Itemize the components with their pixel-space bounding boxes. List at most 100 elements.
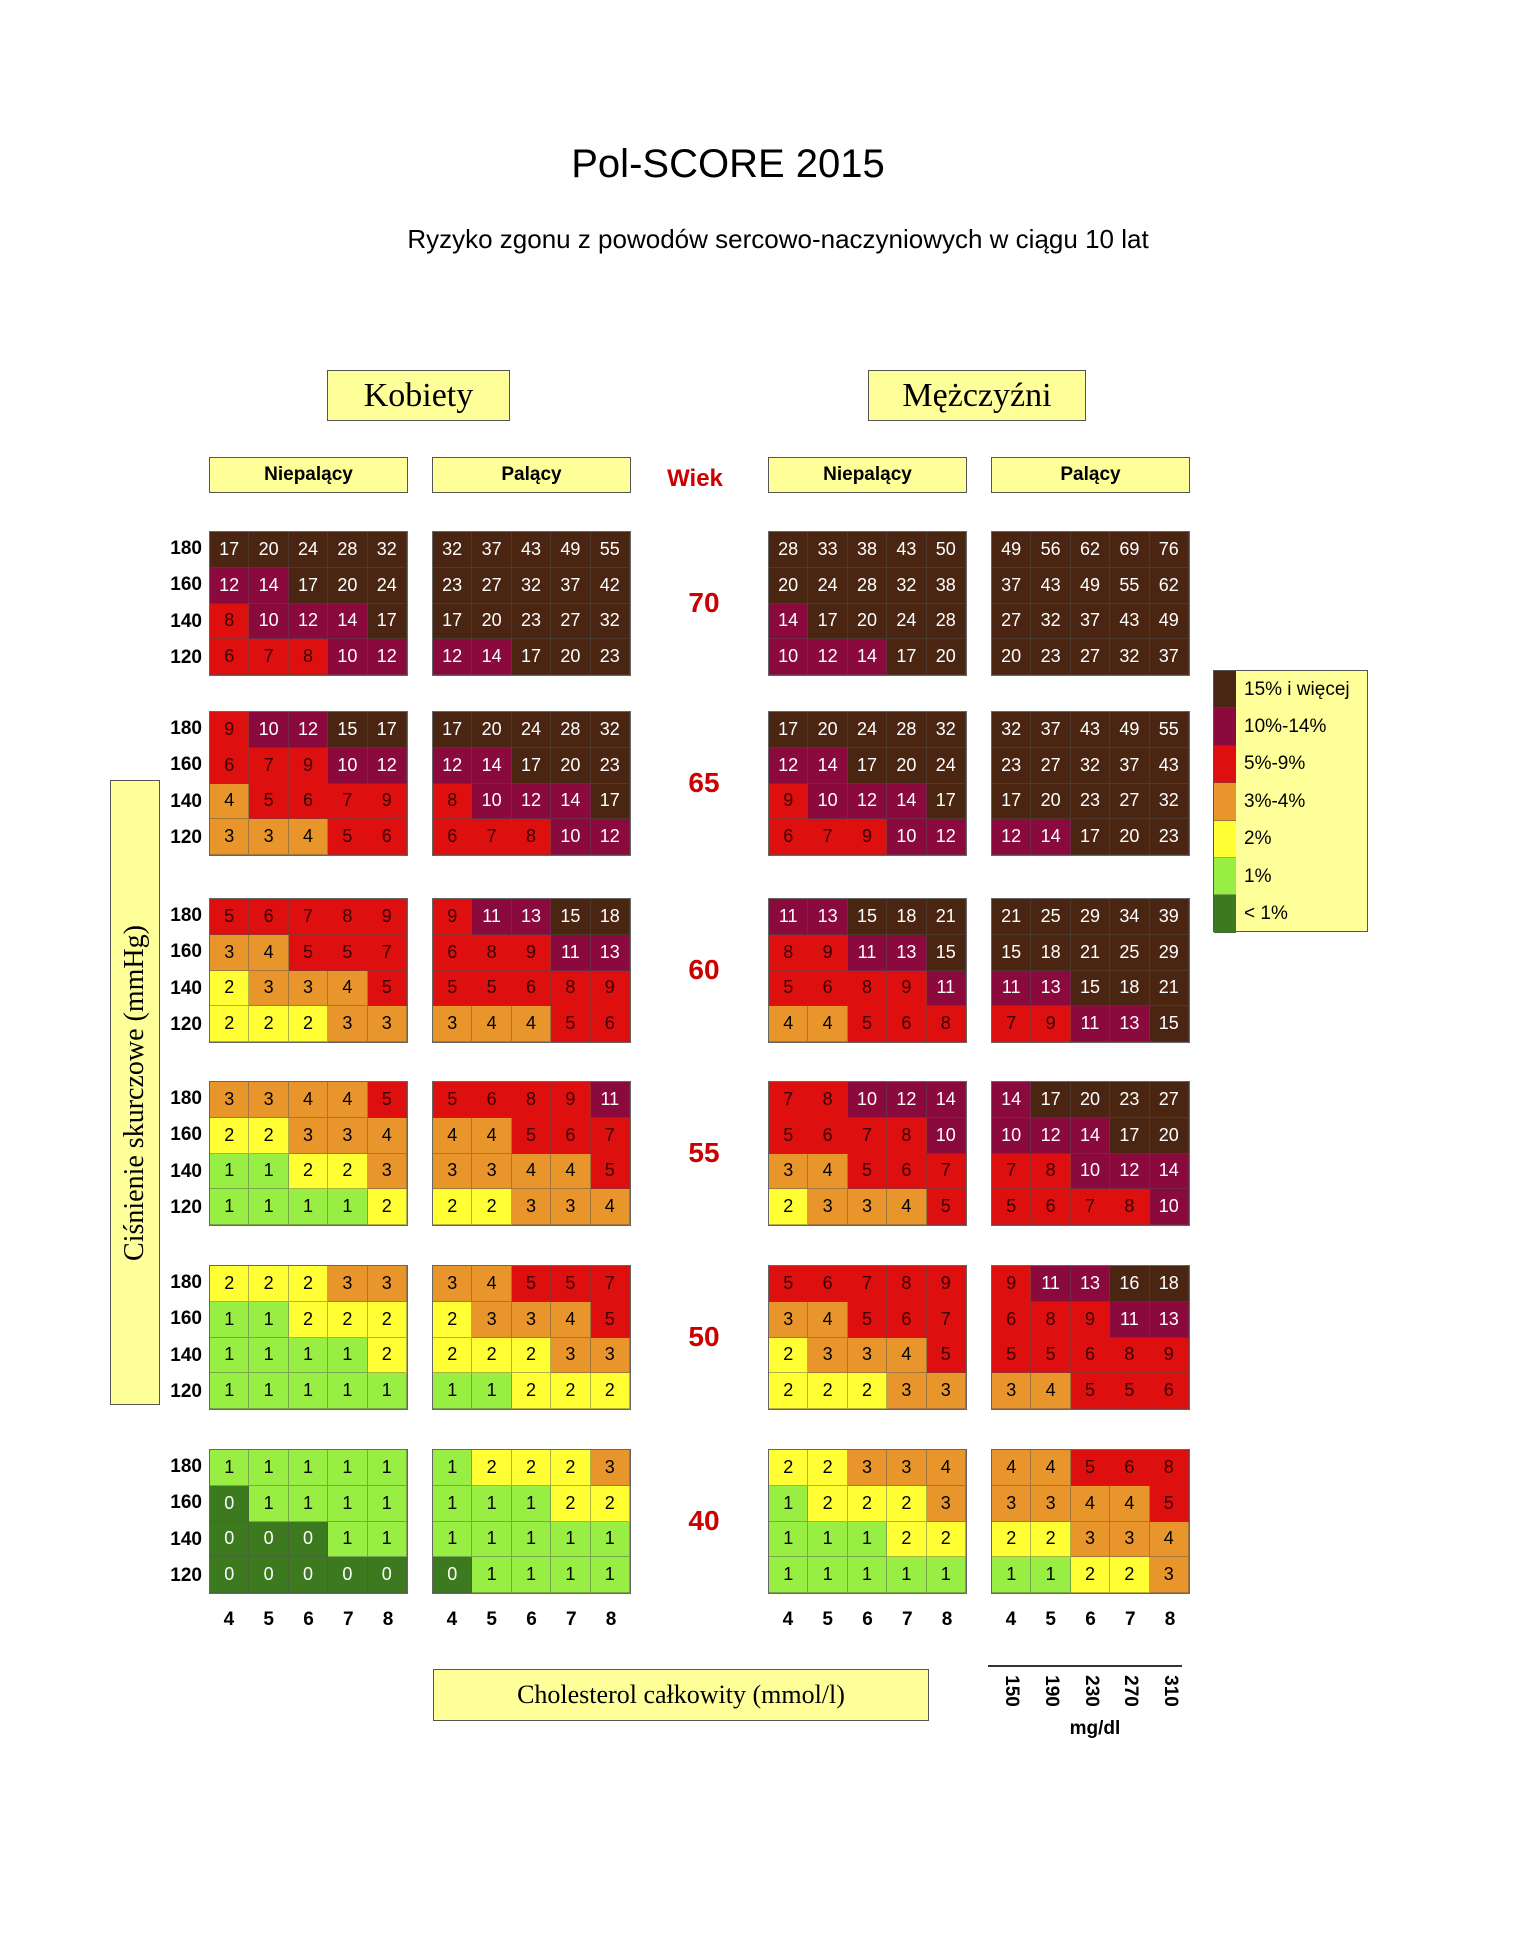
risk-cell: 1 [847, 1557, 888, 1593]
risk-cell: 17 [1031, 1082, 1071, 1118]
risk-cell: 4 [1070, 1485, 1111, 1522]
risk-cell: 23 [511, 603, 552, 640]
risk-cell: 32 [1031, 603, 1071, 640]
risk-cell: 20 [249, 532, 289, 568]
risk-cell: 7 [926, 1153, 966, 1190]
risk-cell: 5 [926, 1337, 966, 1374]
risk-cell: 3 [992, 1373, 1032, 1409]
age-label-50: 50 [688, 1320, 720, 1352]
risk-cell: 11 [847, 934, 888, 971]
risk-cell: 23 [1031, 639, 1071, 675]
legend-item: 3%-4% [1214, 783, 1367, 821]
risk-cell: 4 [887, 1189, 927, 1225]
risk-cell: 5 [1070, 1450, 1111, 1486]
risk-cell: 5 [847, 1153, 888, 1190]
risk-cell: 12 [367, 747, 407, 784]
risk-cell: 1 [433, 1373, 473, 1409]
risk-cell: 0 [367, 1557, 407, 1593]
risk-cell: 7 [328, 783, 368, 820]
risk-cell: 2 [472, 1337, 512, 1374]
risk-cell: 8 [511, 819, 552, 855]
risk-cell: 20 [1149, 1117, 1189, 1154]
risk-cell: 5 [590, 1153, 630, 1190]
risk-cell: 38 [847, 532, 888, 568]
risk-cell: 32 [1070, 747, 1111, 784]
risk-cell: 14 [1070, 1117, 1111, 1154]
risk-cell: 7 [590, 1266, 630, 1302]
risk-cell: 8 [472, 934, 512, 971]
chol-mmol-label: 6 [862, 1609, 873, 1630]
legend-swatch [1214, 671, 1236, 709]
risk-cell: 11 [992, 970, 1032, 1007]
risk-cell: 2 [210, 970, 250, 1007]
risk-cell: 17 [511, 639, 552, 675]
risk-cell: 1 [992, 1557, 1032, 1593]
risk-cell: 49 [1070, 567, 1111, 604]
risk-cell: 8 [511, 1082, 552, 1118]
risk-cell: 0 [210, 1557, 250, 1593]
risk-cell: 1 [367, 1450, 407, 1486]
risk-cell: 5 [769, 1266, 809, 1302]
risk-cell: 2 [328, 1301, 368, 1338]
risk-cell: 32 [1110, 639, 1150, 675]
risk-cell: 43 [1031, 567, 1071, 604]
risk-cell: 5 [472, 970, 512, 1007]
risk-cell: 24 [367, 567, 407, 604]
risk-cell: 3 [367, 1153, 407, 1190]
legend-item: 1% [1214, 858, 1367, 896]
risk-cell: 4 [590, 1189, 630, 1225]
risk-cell: 6 [590, 1006, 630, 1042]
risk-cell: 0 [288, 1521, 329, 1558]
risk-cell: 0 [433, 1557, 473, 1593]
risk-cell: 4 [511, 1153, 552, 1190]
risk-cell: 49 [551, 532, 591, 568]
risk-cell: 7 [288, 899, 329, 935]
risk-cell: 2 [1031, 1521, 1071, 1558]
sbp-label: 120 [170, 1564, 202, 1586]
risk-cell: 3 [1110, 1521, 1150, 1558]
legend-item: 10%-14% [1214, 708, 1367, 746]
risk-cell: 2 [1110, 1557, 1150, 1593]
risk-cell: 27 [992, 603, 1032, 640]
risk-cell: 11 [1031, 1266, 1071, 1302]
risk-cell: 0 [210, 1485, 250, 1522]
risk-cell: 4 [472, 1266, 512, 1302]
risk-cell: 28 [887, 712, 927, 748]
risk-cell: 9 [367, 899, 407, 935]
risk-cell: 5 [769, 1117, 809, 1154]
risk-cell: 2 [472, 1189, 512, 1225]
risk-cell: 9 [1031, 1006, 1071, 1042]
risk-cell: 17 [1070, 819, 1111, 855]
chol-mgdl-label: 150 [1000, 1675, 1022, 1707]
risk-cell: 2 [433, 1189, 473, 1225]
sbp-label: 160 [170, 574, 202, 596]
risk-cell: 20 [551, 747, 591, 784]
risk-cell: 0 [210, 1521, 250, 1558]
risk-cell: 24 [926, 747, 966, 784]
legend-item: 5%-9% [1214, 745, 1367, 784]
risk-cell: 18 [887, 899, 927, 935]
risk-cell: 2 [590, 1373, 630, 1409]
risk-cell: 3 [769, 1301, 809, 1338]
risk-cell: 24 [511, 712, 552, 748]
risk-cell: 0 [288, 1557, 329, 1593]
risk-cell: 4 [472, 1006, 512, 1042]
risk-cell: 1 [511, 1485, 552, 1522]
risk-cell: 43 [1110, 603, 1150, 640]
men-header-label: Mężczyźni [902, 376, 1052, 414]
risk-cell: 1 [472, 1373, 512, 1409]
risk-cell: 3 [511, 1301, 552, 1338]
risk-cell: 24 [887, 603, 927, 640]
risk-cell: 4 [328, 1082, 368, 1118]
risk-cell: 11 [1110, 1301, 1150, 1338]
risk-cell: 10 [887, 819, 927, 855]
risk-cell: 12 [367, 639, 407, 675]
risk-cell: 3 [288, 970, 329, 1007]
risk-cell: 14 [551, 783, 591, 820]
legend-swatch [1214, 858, 1236, 896]
risk-cell: 5 [249, 783, 289, 820]
risk-cell: 27 [1070, 639, 1111, 675]
risk-cell: 2 [551, 1373, 591, 1409]
risk-cell: 15 [926, 934, 966, 971]
risk-cell: 18 [1110, 970, 1150, 1007]
